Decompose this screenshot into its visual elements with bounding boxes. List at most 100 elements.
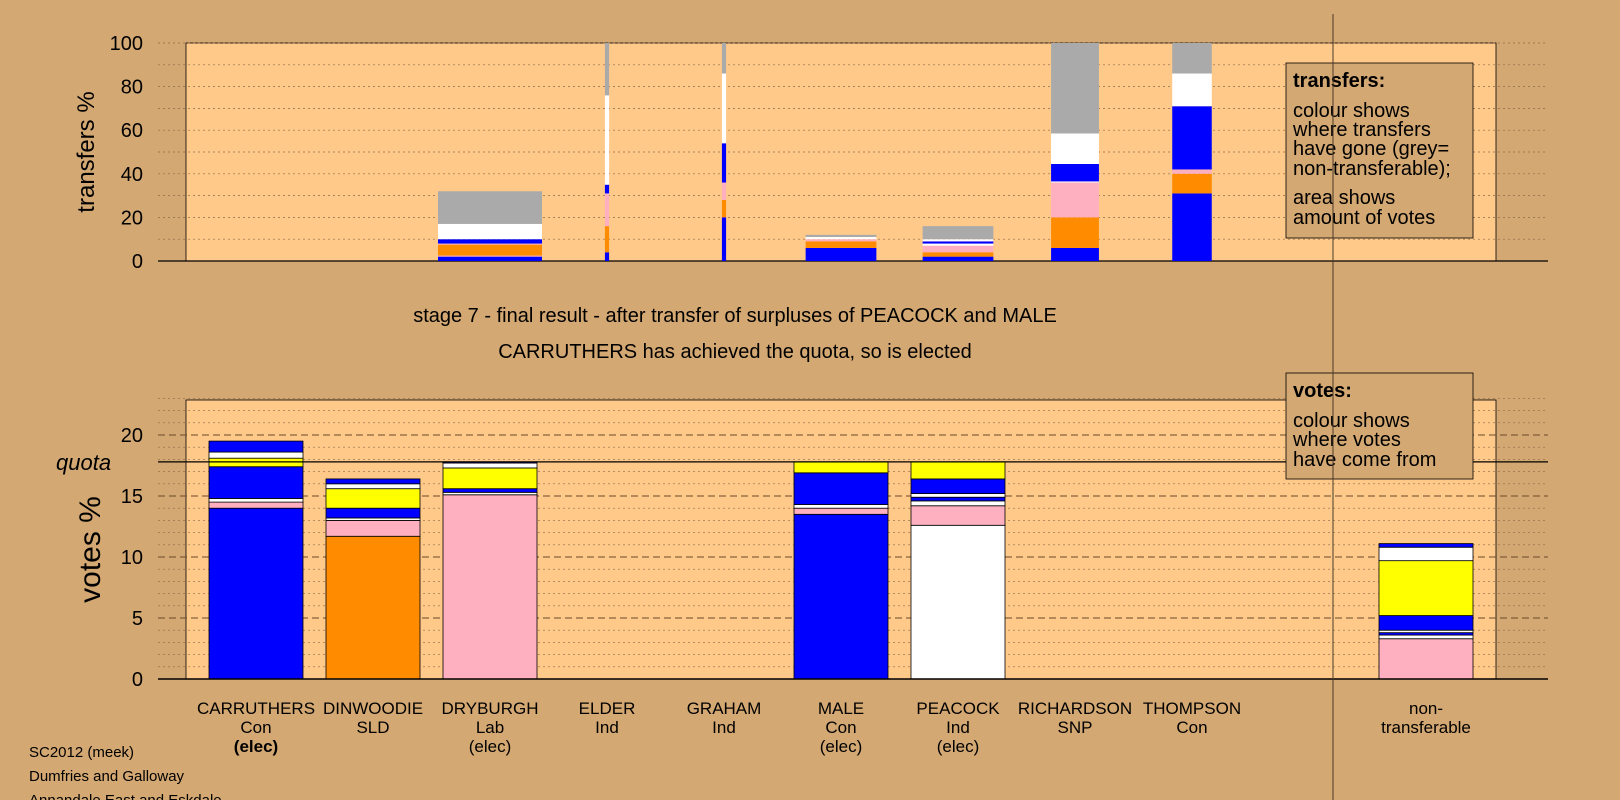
transfer-bar-segment xyxy=(604,43,610,96)
transfer-bar-segment xyxy=(922,256,994,261)
vote-bar-segment xyxy=(910,461,1006,480)
candidate-name: THOMPSON xyxy=(1143,699,1241,718)
vote-bar-segment xyxy=(793,472,889,505)
candidate-party: Ind xyxy=(946,718,970,737)
vote-bar-segment xyxy=(325,483,421,490)
transfer-bar-segment xyxy=(604,252,610,261)
vote-bar-segment xyxy=(910,500,1006,507)
candidate-name: RICHARDSON xyxy=(1018,699,1132,718)
candidate-name: DINWOODIE xyxy=(323,699,423,718)
votes-y-tick: 10 xyxy=(121,547,143,569)
vote-bar-segment xyxy=(325,535,421,680)
vote-bar-segment xyxy=(442,467,538,490)
transfer-bar-segment xyxy=(922,239,994,242)
transfers-legend-line: amount of votes xyxy=(1293,207,1435,229)
transfers-y-axis-label: transfers % xyxy=(73,91,100,212)
transfer-bar-segment xyxy=(805,237,877,240)
transfer-bar-segment xyxy=(922,241,994,244)
vote-bar-segment xyxy=(208,498,304,503)
candidate-name: DRYBURGH xyxy=(442,699,539,718)
transfers-legend-line: area shows xyxy=(1293,187,1395,209)
candidate-name: ELDER xyxy=(579,699,636,718)
transfer-bar-segment xyxy=(721,43,727,74)
votes-y-tick: 15 xyxy=(121,486,143,508)
candidate-status: (elec) xyxy=(937,737,980,756)
votes-y-tick: 5 xyxy=(132,608,143,630)
vote-bar-segment xyxy=(793,513,889,680)
transfer-bar-segment xyxy=(1172,73,1212,107)
transfer-bar-segment xyxy=(604,193,610,227)
transfer-bar-segment xyxy=(438,243,542,245)
transfer-bar-segment xyxy=(721,217,727,261)
quota-label: quota xyxy=(56,450,111,475)
vote-bar-segment xyxy=(1378,615,1474,631)
candidate-party: Lab xyxy=(476,718,504,737)
transfer-bar-segment xyxy=(438,223,542,240)
vote-bar-segment xyxy=(910,505,1006,526)
transfers-legend-line: have gone (grey= xyxy=(1293,138,1449,160)
transfers-legend-box xyxy=(1285,62,1474,239)
transfer-bar-segment xyxy=(1051,182,1099,218)
transfer-bar-segment xyxy=(922,245,994,253)
candidate-party: Ind xyxy=(595,718,619,737)
votes-legend-line: where votes xyxy=(1292,429,1401,451)
transfer-bar-segment xyxy=(1051,247,1099,261)
transfer-bar-segment xyxy=(438,256,542,261)
candidate-name: non- xyxy=(1409,699,1443,718)
transfer-bar-segment xyxy=(1172,173,1212,194)
candidate-party: SLD xyxy=(356,718,389,737)
transfer-bar-segment xyxy=(438,239,542,244)
transfers-legend-title: transfers: xyxy=(1293,70,1385,92)
transfer-bar-segment xyxy=(438,191,542,224)
votes-y-axis-label: votes % xyxy=(74,496,107,603)
vote-bar-segment xyxy=(208,451,304,459)
vote-bar-segment xyxy=(325,507,421,519)
vote-bar-segment xyxy=(1378,543,1474,548)
transfer-bar-segment xyxy=(1051,163,1099,182)
stage-caption: stage 7 - final result - after transfer … xyxy=(413,305,1057,327)
vote-bar-segment xyxy=(793,504,889,509)
candidate-party: Con xyxy=(1176,718,1207,737)
candidate-status: (elec) xyxy=(234,737,278,756)
candidate-party: Con xyxy=(825,718,856,737)
votes-legend-line: have come from xyxy=(1293,449,1436,471)
transfer-bar-segment xyxy=(922,252,994,257)
votes-legend-title: votes: xyxy=(1293,380,1352,402)
candidate-name: PEACOCK xyxy=(916,699,1000,718)
vote-bar-segment xyxy=(1378,638,1474,680)
vote-bar-segment xyxy=(1378,634,1474,640)
vote-bar-segment xyxy=(442,494,538,680)
votes-legend-box xyxy=(1285,372,1474,480)
transfers-y-tick: 80 xyxy=(121,77,143,99)
vote-bar-segment xyxy=(910,496,1006,502)
transfer-bar-segment xyxy=(604,226,610,253)
candidate-name: MALE xyxy=(818,699,864,718)
vote-bar-segment xyxy=(1378,560,1474,616)
candidate-party: Ind xyxy=(712,718,736,737)
transfers-y-tick: 0 xyxy=(132,251,143,273)
vote-bar-segment xyxy=(910,478,1006,494)
transfer-bar-segment xyxy=(805,241,877,248)
candidate-party: transferable xyxy=(1381,718,1471,737)
transfer-bar-segment xyxy=(604,184,610,194)
transfer-bar-segment xyxy=(805,239,877,242)
transfers-y-tick: 100 xyxy=(110,33,143,55)
vote-bar-segment xyxy=(793,461,889,474)
vote-bar-segment xyxy=(793,507,889,515)
vote-bar-segment xyxy=(208,440,304,453)
vote-bar-segment xyxy=(325,478,421,485)
transfer-bar-segment xyxy=(805,247,877,261)
vote-bar-segment xyxy=(208,466,304,499)
vote-bar-segment xyxy=(442,488,538,493)
transfer-bar-segment xyxy=(922,226,994,240)
transfer-bar-segment xyxy=(721,199,727,218)
candidate-party: SNP xyxy=(1058,718,1093,737)
vote-bar-segment xyxy=(208,501,304,509)
votes-y-tick: 0 xyxy=(132,669,143,691)
vote-bar-segment xyxy=(325,488,421,509)
transfers-y-tick: 40 xyxy=(121,164,143,186)
candidate-name: CARRUTHERS xyxy=(197,699,315,718)
transfer-bar-segment xyxy=(922,243,994,246)
transfer-bar-segment xyxy=(438,255,542,257)
